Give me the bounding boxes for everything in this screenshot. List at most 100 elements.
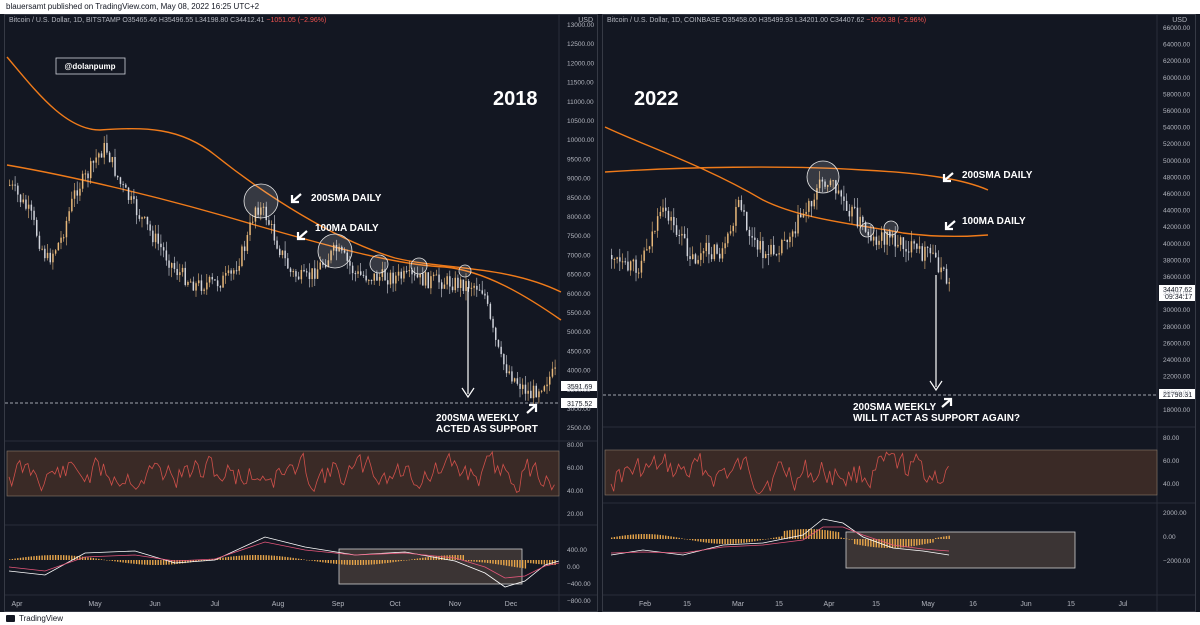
macd-histogram-bar	[14, 558, 16, 560]
candle	[746, 211, 748, 230]
time-tick-label: Jun	[1020, 601, 1031, 608]
candle	[454, 277, 456, 291]
macd-histogram-bar	[279, 556, 281, 560]
macd-histogram-bar	[859, 539, 861, 546]
candle	[392, 272, 394, 284]
support-note-line2: WILL IT ACT AS SUPPORT AGAIN?	[853, 413, 1020, 424]
price-chart-svg-left[interactable]: @dolanpump 2018 200SMA DAILY 100MA DAILY…	[5, 15, 598, 612]
candle	[127, 187, 130, 200]
candle	[235, 270, 238, 272]
candle	[349, 260, 351, 266]
macd-histogram-bar	[327, 560, 329, 564]
candle	[335, 244, 338, 252]
candle	[100, 153, 103, 158]
candle	[19, 194, 22, 203]
chart-panel-2022[interactable]: Bitcoin / U.S. Dollar, 1D, COINBASE O354…	[602, 14, 1196, 612]
macd-histogram-bar	[611, 537, 613, 539]
candle	[198, 280, 200, 284]
price-chart-svg-right[interactable]: 2022 200SMA DAILY 100MA DAILY 200SMA WEE…	[603, 15, 1196, 612]
macd-histogram-bar	[532, 560, 535, 564]
macd-histogram-bar	[748, 539, 751, 543]
candle	[872, 236, 875, 241]
candle	[489, 303, 492, 319]
price-tag-text: 34407.62	[1163, 287, 1192, 294]
macd-histogram-bar	[678, 537, 680, 539]
candle	[343, 250, 346, 253]
candle	[9, 184, 11, 186]
macd-histogram-bar	[619, 536, 621, 539]
candle	[316, 269, 319, 279]
macd-histogram-bar	[778, 536, 780, 539]
axis-tick-label: 12000.00	[567, 60, 594, 67]
macd-histogram-bar	[292, 557, 294, 560]
macd-histogram-bar	[57, 555, 59, 560]
macd-histogram-bar	[227, 556, 230, 560]
candle	[519, 383, 521, 389]
macd-histogram-bar	[756, 539, 759, 541]
macd-histogram-bar	[233, 556, 235, 560]
macd-histogram-bar	[368, 560, 370, 565]
candle	[500, 346, 502, 355]
candle	[821, 179, 824, 182]
axis-tick-label: 0.00	[1163, 534, 1176, 541]
macd-histogram-bar	[284, 556, 286, 560]
highlight-circle	[806, 160, 840, 194]
macd-histogram-bar	[789, 530, 791, 539]
candle	[416, 274, 419, 278]
macd-histogram-bar	[805, 529, 807, 539]
ma100-label: 100MA DAILY	[962, 216, 1026, 227]
time-tick-label: Nov	[449, 601, 462, 608]
candle	[781, 239, 783, 254]
candle	[184, 267, 186, 285]
candle	[737, 200, 740, 207]
time-tick-label: May	[921, 601, 935, 608]
macd-histogram-bar	[724, 539, 726, 544]
macd-histogram-bar	[659, 534, 661, 539]
macd-histogram-bar	[106, 560, 108, 561]
candle	[673, 216, 675, 226]
price-tag	[1159, 285, 1195, 301]
candle	[378, 276, 381, 281]
macd-histogram-bar	[100, 559, 103, 560]
macd-histogram-bar	[824, 530, 826, 539]
candle	[719, 253, 721, 259]
candle	[775, 254, 778, 256]
macd-histogram-bar	[254, 555, 257, 560]
macd-histogram-bar	[65, 555, 68, 560]
candle	[87, 173, 89, 179]
macd-histogram-bar	[829, 530, 832, 539]
candle	[44, 248, 46, 259]
macd-histogram-bar	[87, 557, 89, 560]
candle	[767, 253, 770, 255]
macd-histogram-bar	[395, 560, 397, 562]
macd-histogram-bar	[651, 534, 653, 539]
macd-histogram-bar	[22, 557, 24, 560]
chart-panel-2018[interactable]: Bitcoin / U.S. Dollar, 1D, BITSTAMP O354…	[4, 14, 598, 612]
macd-histogram-bar	[837, 532, 840, 539]
candle	[381, 269, 384, 277]
axis-tick-label: 6500.00	[567, 272, 591, 279]
macd-histogram-bar	[457, 555, 459, 560]
ma200-label: 200SMA DAILY	[962, 170, 1033, 181]
macd-histogram-bar	[219, 557, 221, 560]
macd-axis-left: 400.00 0.00 −400.00 −800.00	[567, 547, 591, 605]
axis-tick-label: 10500.00	[567, 118, 594, 125]
candle	[495, 327, 497, 340]
macd-histogram-bar	[454, 555, 456, 560]
candle	[886, 231, 888, 245]
candle	[411, 270, 413, 275]
macd-histogram-bar	[781, 536, 783, 539]
macd-histogram-bar	[851, 539, 853, 540]
candle	[303, 269, 305, 272]
macd-histogram-bar	[875, 539, 877, 548]
candle	[292, 271, 294, 273]
macd-histogram-bar	[478, 560, 481, 563]
macd-histogram-bar	[481, 560, 483, 563]
time-tick-label: Sep	[332, 601, 345, 608]
macd-histogram-right	[611, 529, 950, 548]
macd-histogram-bar	[762, 539, 764, 540]
macd-histogram-bar	[686, 539, 688, 540]
pointer-arrow-icon	[941, 397, 953, 408]
highlight-circle	[410, 257, 428, 275]
axis-tick-label: 24000.00	[1163, 357, 1190, 364]
